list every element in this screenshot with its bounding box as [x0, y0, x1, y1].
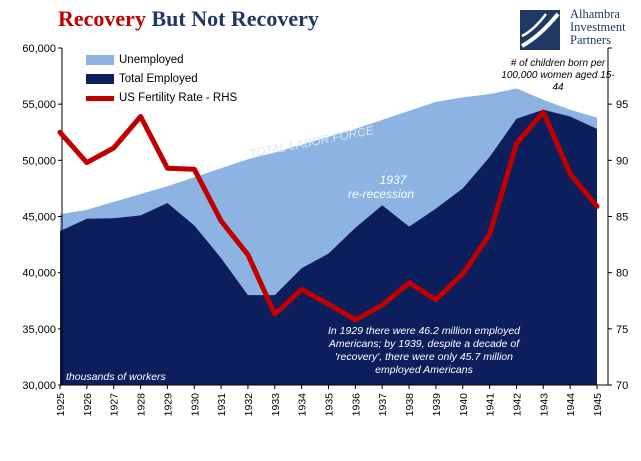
x-tick-label: 1938: [404, 393, 416, 417]
y-right-tick-label: 95: [616, 99, 628, 111]
x-tick-label: 1927: [109, 393, 121, 417]
x-tick-label: 1945: [592, 393, 604, 417]
y-right-tick-label: 75: [616, 324, 628, 336]
x-tick-label: 1944: [565, 393, 577, 417]
fertility-point: [301, 289, 303, 291]
y-left-tick-label: 35,000: [22, 324, 56, 336]
x-tick-label: 1943: [538, 393, 550, 417]
chart-title: Recovery But Not Recovery: [58, 6, 319, 32]
caption-line-1: In 1929 there were 46.2 million employed: [328, 325, 521, 337]
x-tick-label: 1931: [216, 393, 228, 417]
y-left-tick-label: 40,000: [22, 268, 56, 280]
fertility-point: [489, 233, 491, 235]
fertility-point: [569, 173, 571, 175]
y-right-tick-label: 80: [616, 268, 628, 280]
fertility-point: [435, 299, 437, 301]
y-left-tick-label: 30,000: [22, 380, 56, 392]
legend-item-unemployed: Unemployed: [86, 54, 184, 66]
chart-title-red: Recovery: [58, 6, 146, 31]
recession-label-year: 1937: [380, 173, 408, 187]
rhs-unit-note: # of children born per 100,000 women age…: [501, 58, 615, 93]
x-tick-label: 1941: [485, 393, 497, 417]
logo-text: Alhambra Investment Partners: [570, 8, 626, 47]
x-tick-label: 1936: [350, 393, 362, 417]
logo-line-1: Alhambra: [570, 7, 620, 21]
legend-swatch-unemployed: [86, 55, 114, 65]
fertility-point: [140, 116, 142, 118]
chart-title-blue: But Not Recovery: [145, 6, 319, 31]
x-tick-label: 1942: [511, 393, 523, 417]
x-tick-label: 1937: [377, 393, 389, 417]
x-tick-label: 1926: [82, 393, 94, 417]
unemployed-area: [60, 88, 597, 386]
legend-swatch-fertility: [86, 95, 114, 101]
legend-item-employed: Total Employed: [86, 73, 198, 85]
logo-line-3: Partners: [570, 33, 611, 47]
x-tick-label: 1940: [458, 393, 470, 417]
fertility-point: [381, 304, 383, 306]
fertility-line-group: [57, 109, 600, 323]
x-tick-label: 1933: [270, 393, 282, 417]
y-left-tick-label: 55,000: [22, 99, 56, 111]
legend-swatch-employed: [86, 74, 114, 84]
legend-label-fertility: US Fertility Rate - RHS: [119, 92, 238, 104]
logo-line-2: Investment: [570, 20, 626, 34]
legend-label-employed: Total Employed: [119, 73, 198, 85]
alhambra-logo-icon: [520, 10, 560, 50]
chart-areas: [60, 88, 597, 386]
fertility-point: [408, 282, 410, 284]
fertility-point: [113, 147, 115, 149]
employed-area: [60, 109, 597, 386]
fertility-point: [274, 313, 276, 315]
x-tick-label: 1934: [297, 393, 309, 417]
recession-label-text: re-recession: [348, 187, 414, 201]
fertility-line: [57, 109, 600, 323]
fertility-point: [515, 142, 517, 144]
caption-line-3: 'recovery', there were only 45.7 million: [335, 351, 513, 363]
units-note: thousands of workers: [66, 371, 167, 383]
fertility-point: [59, 131, 61, 133]
fertility-point: [220, 220, 222, 222]
y-left-tick-label: 60,000: [22, 43, 56, 55]
x-tick-label: 1928: [136, 393, 148, 417]
fertility-point: [542, 111, 544, 113]
y-right-tick-label: 70: [616, 380, 628, 392]
fertility-point: [354, 319, 356, 321]
x-tick-label: 1932: [243, 393, 255, 417]
fertility-point: [462, 273, 464, 275]
y-right-tick-label: 90: [616, 155, 628, 167]
caption-line-4: employed Americans: [375, 364, 473, 376]
labor-force-label: TOTAL LABOR FORCE: [248, 123, 376, 161]
legend-item-fertility: US Fertility Rate - RHS: [86, 92, 237, 104]
caption-line-2: Americans; by 1939, despite a decade of: [328, 338, 520, 350]
fertility-point: [166, 167, 168, 169]
x-tick-label: 1935: [324, 393, 336, 417]
fertility-point: [193, 168, 195, 170]
y-left-tick-label: 50,000: [22, 155, 56, 167]
y-left-tick-label: 45,000: [22, 212, 56, 224]
x-tick-label: 1930: [189, 393, 201, 417]
fertility-point: [247, 254, 249, 256]
x-tick-label: 1925: [55, 393, 67, 417]
legend-label-unemployed: Unemployed: [119, 54, 184, 66]
fertility-point: [86, 162, 88, 164]
x-tick-label: 1939: [431, 393, 443, 417]
x-tick-label: 1929: [162, 393, 174, 417]
y-right-tick-label: 85: [616, 212, 628, 224]
fertility-point: [596, 205, 598, 207]
fertility-point: [328, 303, 329, 305]
